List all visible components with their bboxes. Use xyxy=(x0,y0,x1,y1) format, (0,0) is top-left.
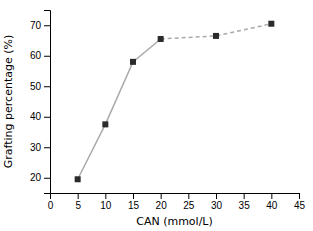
x-tick: 0 xyxy=(48,193,54,211)
y-axis: 20 30 40 50 60 70 xyxy=(30,11,51,194)
x-tick: 15 xyxy=(128,193,140,211)
x-tick-label: 5 xyxy=(75,200,81,211)
x-tick-mark xyxy=(133,193,134,199)
x-tick: 5 xyxy=(75,193,81,211)
line xyxy=(161,24,272,39)
y-tick-mark xyxy=(44,147,50,148)
x-tick-label: 0 xyxy=(48,200,54,211)
x-tick-label: 45 xyxy=(294,200,306,211)
x-tick: 40 xyxy=(266,193,278,211)
y-tick-mark xyxy=(44,178,50,179)
y-tick-label: 40 xyxy=(30,111,42,122)
x-tick-label: 40 xyxy=(266,200,278,211)
y-axis-title: Grafting percentage (%) xyxy=(2,35,15,168)
x-tick-label: 25 xyxy=(183,200,195,211)
x-tick: 45 xyxy=(294,193,306,211)
x-tick: 35 xyxy=(239,193,251,211)
plot: 0 5 10 15 20 25 30 35 40 45 20 30 40 50 60 70 xyxy=(30,11,306,212)
x-tick: 30 xyxy=(211,193,223,211)
y-tick-label: 20 xyxy=(30,172,42,183)
marks xyxy=(75,21,275,183)
point xyxy=(213,33,219,39)
point xyxy=(130,59,136,65)
y-tick-mark xyxy=(44,86,50,87)
y-tick: 40 xyxy=(30,111,50,122)
x-tick-label: 10 xyxy=(100,200,112,211)
x-tick-mark xyxy=(78,193,79,199)
y-tick: 60 xyxy=(30,50,50,61)
x-axis: 0 5 10 15 20 25 30 35 40 45 xyxy=(48,193,306,211)
x-tick-mark xyxy=(271,193,272,199)
y-tick-label: 60 xyxy=(30,50,42,61)
x-tick-mark xyxy=(105,193,106,199)
point xyxy=(102,121,108,127)
point xyxy=(158,36,164,42)
x-tick-label: 35 xyxy=(239,200,251,211)
x-tick: 25 xyxy=(183,193,195,211)
y-tick: 20 xyxy=(30,172,50,183)
y-tick-mark xyxy=(44,117,50,118)
y-tick: 30 xyxy=(30,142,50,153)
y-tick-label: 30 xyxy=(30,142,42,153)
y-axis-line xyxy=(44,11,51,194)
x-tick-mark xyxy=(299,193,300,199)
chart: 0 5 10 15 20 25 30 35 40 45 20 30 40 50 60 70 CAN (mmol/… xyxy=(0,0,313,231)
x-tick-mark xyxy=(216,193,217,199)
x-tick-label: 15 xyxy=(128,200,140,211)
y-tick-mark xyxy=(44,56,50,57)
x-axis-line xyxy=(51,194,300,200)
y-tick-mark xyxy=(44,25,50,26)
x-tick-label: 20 xyxy=(156,200,168,211)
line xyxy=(78,39,161,179)
y-tick-label: 70 xyxy=(30,20,42,31)
x-tick-mark xyxy=(244,193,245,199)
point xyxy=(268,21,274,27)
x-axis-title: CAN (mmol/L) xyxy=(136,215,213,228)
y-tick: 70 xyxy=(30,20,50,31)
x-tick: 20 xyxy=(156,193,168,211)
y-tick: 50 xyxy=(30,81,50,92)
x-tick-label: 30 xyxy=(211,200,223,211)
x-tick-mark xyxy=(161,193,162,199)
point xyxy=(75,176,81,182)
x-tick-mark xyxy=(188,193,189,199)
y-tick-label: 50 xyxy=(30,81,42,92)
x-tick: 10 xyxy=(100,193,112,211)
